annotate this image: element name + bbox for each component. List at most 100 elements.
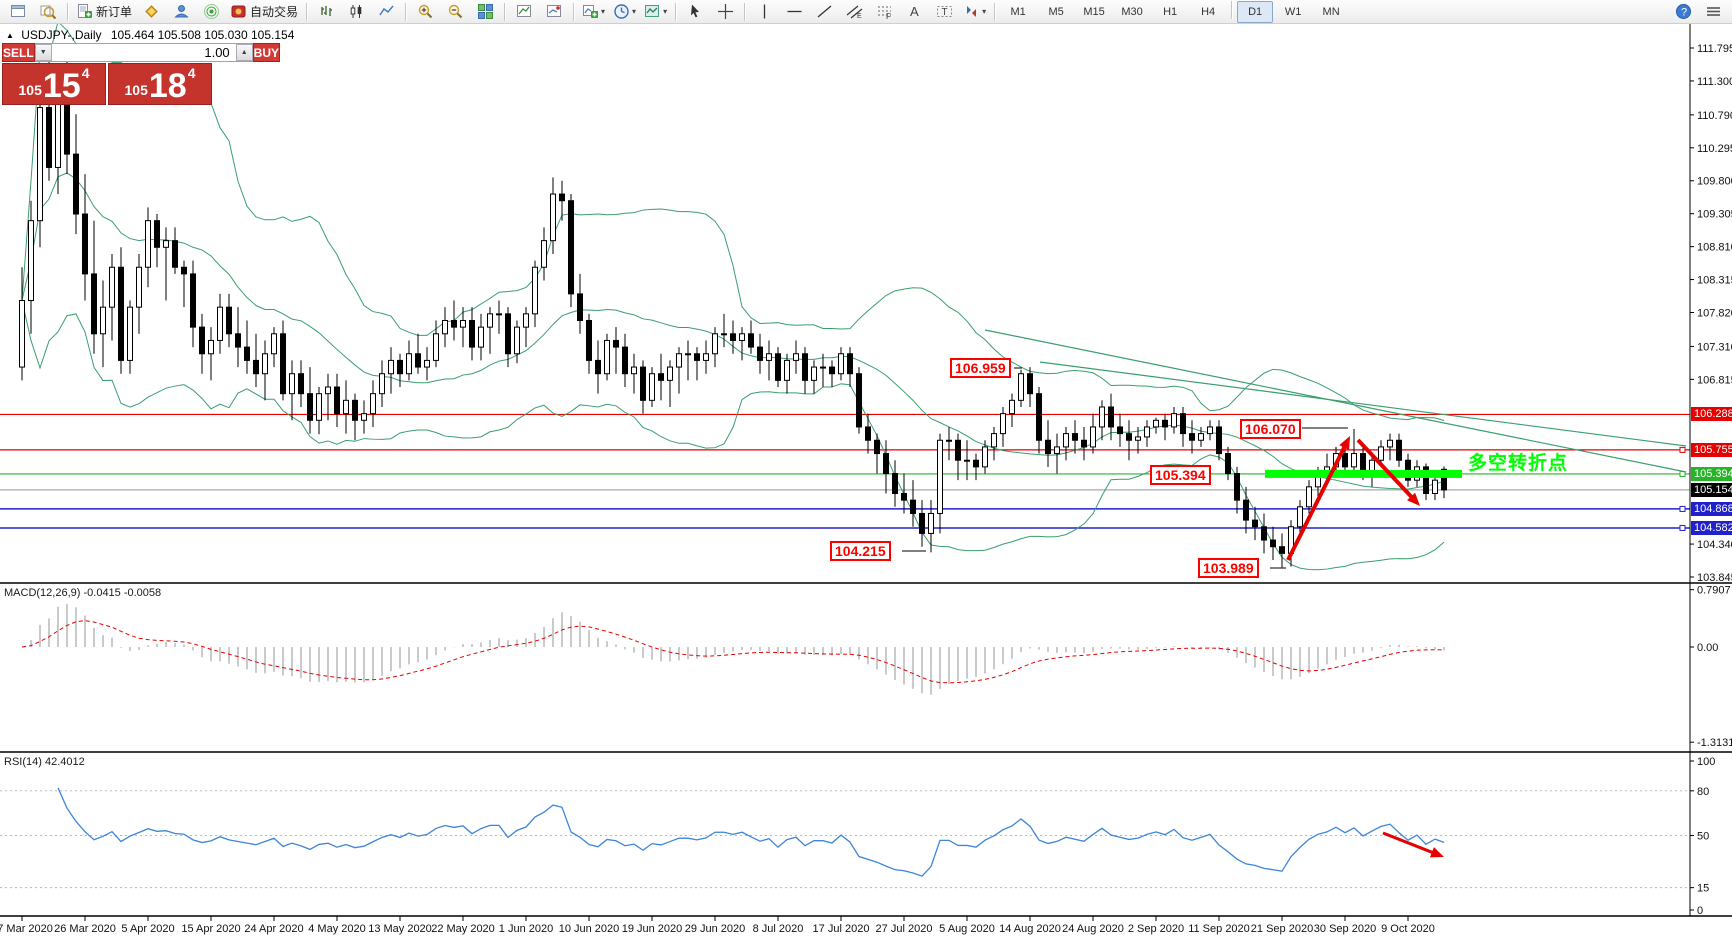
candle-body: [748, 333, 754, 348]
sell-price-display[interactable]: 105 15 4: [2, 63, 106, 105]
timeframe-h1[interactable]: H1: [1163, 5, 1178, 18]
rsi-tick-label: 15: [1697, 883, 1709, 895]
horizontal-line-tool-button[interactable]: [780, 1, 808, 23]
candle-body: [334, 386, 340, 415]
date-label: 30 Sep 2020: [1313, 923, 1377, 935]
chart-template-button[interactable]: ▾: [641, 1, 670, 23]
buy-price-display[interactable]: 105 18 4: [108, 63, 212, 105]
price-callout[interactable]: 104.215: [830, 541, 891, 561]
timeframe-w1[interactable]: W1: [1284, 5, 1302, 18]
candle-body: [226, 306, 232, 335]
timeframe-h4[interactable]: H4: [1201, 5, 1216, 18]
candle-body: [775, 353, 781, 381]
price-tick-label: 108.315: [1697, 275, 1732, 287]
candlestick-mode-button[interactable]: [342, 1, 370, 23]
price-callout[interactable]: 103.989: [1198, 558, 1259, 578]
zoom-out-button[interactable]: [441, 1, 469, 23]
signals-button[interactable]: [197, 1, 225, 23]
candle-body: [424, 359, 430, 368]
fibonacci-tool-button[interactable]: F: [870, 1, 898, 23]
candle-body: [1270, 539, 1276, 548]
community-button[interactable]: [167, 1, 195, 23]
candle-body: [1027, 373, 1033, 395]
candle-body: [901, 492, 907, 501]
trend-arrow-head: [1407, 492, 1420, 506]
arrows-tool-button[interactable]: ▾: [960, 1, 989, 23]
dropdown-caret-icon: ▾: [632, 7, 637, 16]
timeframe-m30[interactable]: M30: [1121, 5, 1143, 18]
candle-body: [1432, 479, 1438, 494]
price-tick-label: 111.795: [1697, 43, 1732, 55]
candle-body: [343, 399, 349, 415]
tile-windows-button[interactable]: [471, 1, 499, 23]
trendline-icon: [817, 5, 831, 18]
candle-body: [1252, 519, 1258, 528]
volume-decrease-button[interactable]: ▼: [34, 44, 52, 61]
period-button[interactable]: ▾: [610, 1, 639, 23]
price-callout[interactable]: 106.959: [950, 358, 1011, 378]
text-tool-button[interactable]: A: [900, 1, 928, 23]
equidistant-channel-tool-button[interactable]: E: [840, 1, 868, 23]
price-axis-tag: 104.582: [1691, 520, 1732, 535]
candle-body: [802, 353, 808, 381]
help-button[interactable]: ?: [1669, 1, 1697, 23]
zoom-in-button[interactable]: [411, 1, 439, 23]
market-watch-button[interactable]: [34, 1, 62, 23]
band-handle: [1454, 469, 1462, 478]
rsi-tick-label: 80: [1697, 786, 1709, 798]
volume-increase-button[interactable]: ▲: [235, 44, 253, 61]
price-tick-label: 107.310: [1697, 341, 1732, 353]
line-chart-mode-button[interactable]: [372, 1, 400, 23]
toolbar-separator: [994, 2, 996, 21]
toolbar-separator: [573, 2, 575, 21]
volume-input[interactable]: [51, 44, 236, 61]
timeframe-m5[interactable]: M5: [1048, 5, 1064, 18]
candle-body: [496, 313, 502, 316]
deposit-button[interactable]: [137, 1, 165, 23]
sell-price-pip: 4: [81, 65, 90, 81]
vertical-line-tool-button[interactable]: [750, 1, 778, 23]
new-chart-window-button[interactable]: [4, 1, 32, 23]
candle-body: [514, 326, 520, 355]
data-window-button[interactable]: [510, 1, 538, 23]
trendline-tool-button[interactable]: [810, 1, 838, 23]
add-indicator-button[interactable]: ▾: [579, 1, 608, 23]
timeframe-d1[interactable]: D1: [1237, 0, 1274, 23]
date-label: 10 Jun 2020: [558, 923, 620, 935]
strategy-tester-button[interactable]: [540, 1, 568, 23]
date-label: 21 Sep 2020: [1250, 923, 1314, 935]
rsi-tick-label: 0: [1697, 905, 1703, 917]
bar-chart-mode-button[interactable]: [312, 1, 340, 23]
new-order-button[interactable]: 新订单: [73, 1, 135, 23]
candle-body: [1108, 406, 1114, 428]
rsi-indicator-label: RSI(14) 42.4012: [4, 756, 85, 768]
menu-button[interactable]: [1699, 1, 1727, 23]
toolbar-separator: [504, 2, 506, 21]
tester-icon: [546, 5, 561, 17]
sell-button[interactable]: SELL: [2, 43, 35, 62]
candle-body: [1090, 426, 1096, 448]
auto-trading-button[interactable]: 自动交易: [227, 1, 301, 23]
price-axis-tag: 105.394: [1691, 466, 1732, 481]
buy-button[interactable]: BUY: [252, 43, 281, 62]
cursor-tool-button[interactable]: [681, 1, 709, 23]
candle-body: [235, 333, 241, 348]
crosshair-tool-button[interactable]: [711, 1, 739, 23]
timeframe-m15[interactable]: M15: [1083, 5, 1105, 18]
text-label-tool-button[interactable]: T: [930, 1, 958, 23]
sell-price-big: 15: [42, 67, 81, 105]
trend-arrow-head: [1339, 436, 1350, 451]
candlestick-icon: [350, 5, 361, 18]
price-callout[interactable]: 105.394: [1150, 465, 1211, 485]
timeframe-m1[interactable]: M1: [1010, 5, 1026, 18]
macd-tick-label: -1.3131: [1697, 737, 1732, 749]
turning-point-annotation[interactable]: 多空转折点: [1468, 453, 1569, 474]
buy-price-prefix: 105: [124, 82, 148, 98]
timeframe-mn[interactable]: MN: [1322, 5, 1340, 18]
candle-body: [613, 339, 619, 348]
date-label: 24 Apr 2020: [244, 923, 304, 935]
candle-body: [1261, 526, 1267, 541]
price-callout[interactable]: 106.070: [1240, 419, 1301, 439]
price-axis-tag: 106.288: [1691, 407, 1732, 422]
